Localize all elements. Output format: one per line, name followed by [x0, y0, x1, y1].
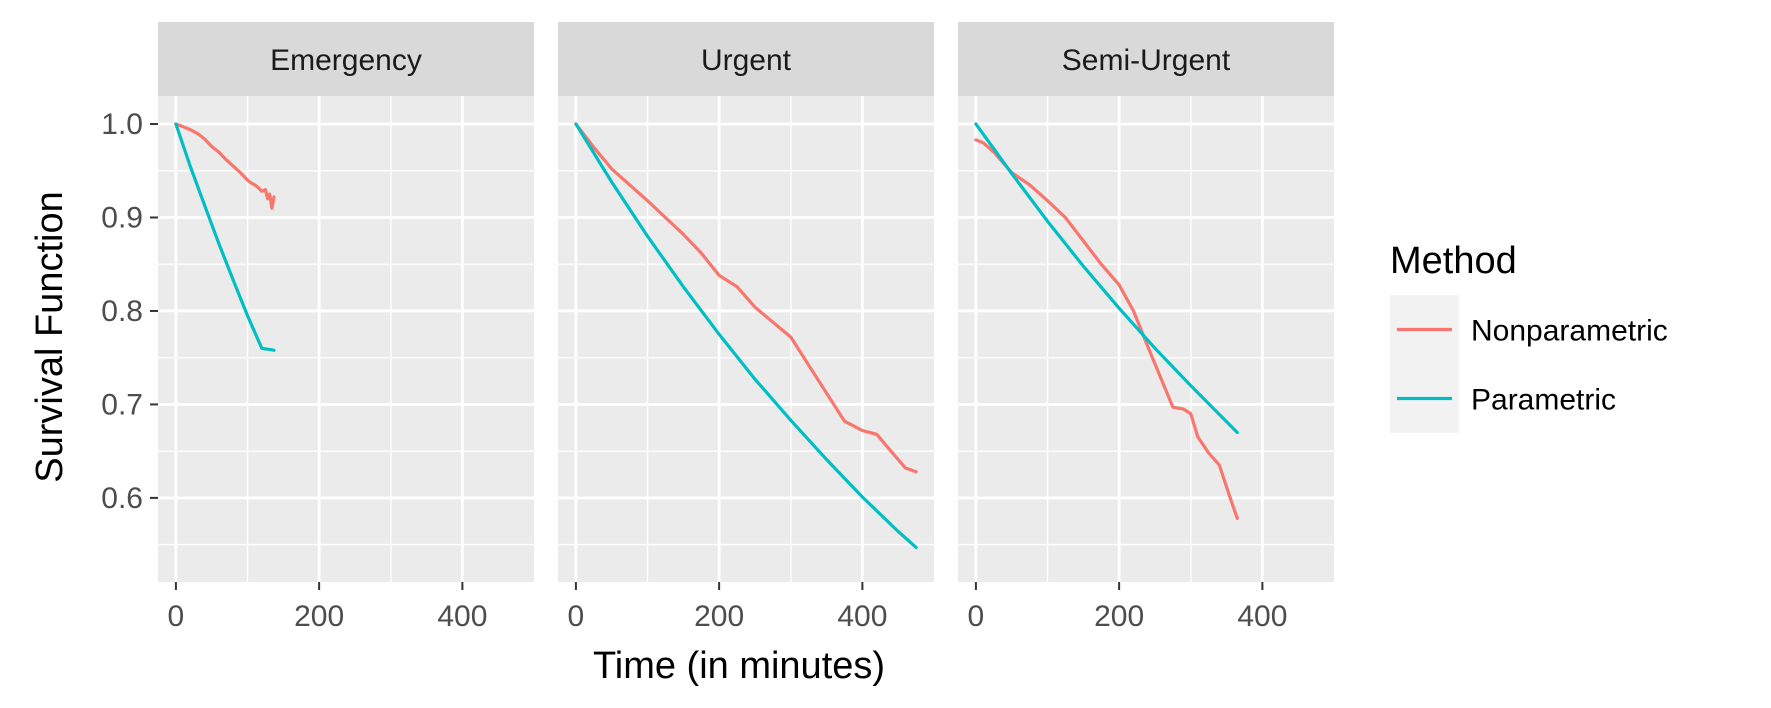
panel-semi-urgent: Semi-Urgent 0 200 400	[958, 22, 1334, 633]
x-axis-title: Time (in minutes)	[593, 645, 885, 687]
facet-strip	[958, 22, 1334, 96]
legend-item-parametric: Parametric	[1390, 364, 1616, 433]
x-tick-label: 0	[568, 600, 585, 633]
x-tick-label: 0	[168, 600, 185, 633]
series-line-nonparametric-urgent	[574, 122, 918, 474]
facet-strip	[158, 22, 534, 96]
series-line-parametric-urgent	[574, 122, 918, 550]
x-tick-label: 200	[1094, 600, 1144, 633]
x-tick-label: 400	[1237, 600, 1287, 633]
y-tick-label: 1.0	[101, 108, 143, 141]
y-tick-label: 0.6	[101, 482, 143, 515]
y-tick-label: 0.9	[101, 202, 143, 235]
facet-strip-label: Emergency	[270, 44, 422, 77]
series-line-nonparametric-semi-urgent	[974, 138, 1239, 521]
y-axis-title: Survival Function	[29, 191, 71, 482]
y-tick-label: 0.7	[101, 388, 143, 421]
x-tick-label: 400	[437, 600, 487, 633]
series-line-nonparametric-emergency	[174, 122, 276, 210]
legend: Method Nonparametric Parametric	[1390, 240, 1668, 433]
y-axis: 0.6 0.7 0.8 0.9 1.0	[101, 108, 158, 515]
panel-emergency: Emergency 0 200 400	[158, 22, 534, 633]
x-tick-label: 200	[294, 600, 344, 633]
legend-label: Nonparametric	[1471, 315, 1668, 348]
facet-strip-label: Urgent	[701, 44, 792, 77]
legend-label: Parametric	[1471, 384, 1616, 417]
panel-urgent: Urgent 0 200 400	[558, 22, 934, 633]
plot-background	[558, 96, 934, 582]
x-tick-label: 0	[968, 600, 985, 633]
plot-background	[158, 96, 534, 582]
legend-items: Nonparametric Parametric	[1390, 295, 1668, 433]
facet-strip-label: Semi-Urgent	[1062, 44, 1231, 77]
series-line-parametric-semi-urgent	[974, 122, 1239, 435]
y-tick-label: 0.8	[101, 295, 143, 328]
legend-title: Method	[1390, 240, 1517, 282]
x-tick-label: 200	[694, 600, 744, 633]
facet-strip	[558, 22, 934, 96]
series-line-parametric-emergency	[174, 122, 276, 352]
x-tick-label: 400	[837, 600, 887, 633]
legend-item-nonparametric: Nonparametric	[1390, 295, 1668, 364]
